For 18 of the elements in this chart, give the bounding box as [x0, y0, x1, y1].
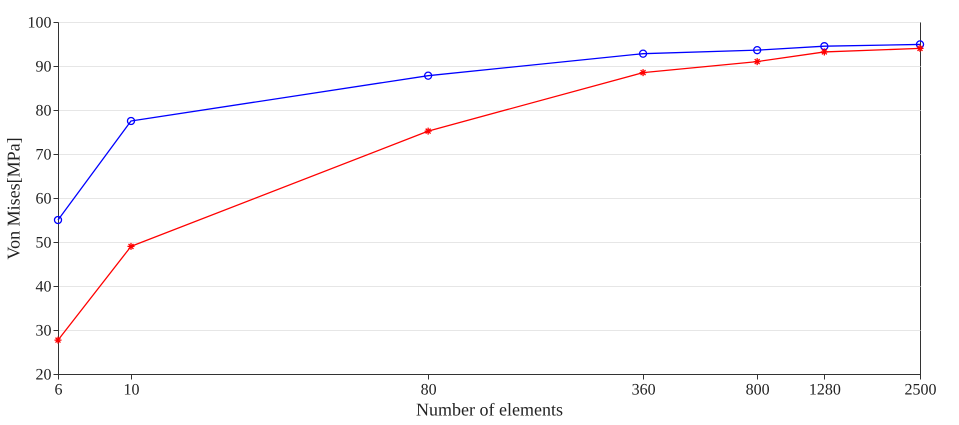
y-tick-label: 80	[36, 102, 52, 120]
x-tick-label: 10	[123, 382, 140, 398]
y-tick-label: 20	[36, 366, 52, 384]
x-tick-label: 1280	[808, 382, 841, 398]
x-axis-title: Number of elements	[416, 400, 563, 420]
x-tick-label: 80	[420, 382, 437, 398]
y-tick-label: 60	[36, 190, 52, 208]
y-tick-label: 40	[36, 278, 52, 296]
y-tick-label: 90	[36, 58, 52, 76]
x-tick-label: 360	[632, 382, 656, 398]
x-tick-label: 800	[746, 382, 770, 398]
x-tick-label: 6	[54, 382, 62, 398]
y-tick-label: 30	[36, 322, 52, 340]
x-tick-label: 2500	[904, 382, 936, 398]
y-tick-label: 70	[36, 146, 52, 164]
y-tick-label: 50	[36, 234, 52, 252]
y-axis-title: Von Mises[MPa]	[4, 137, 24, 260]
y-tick-label: 100	[28, 14, 52, 32]
